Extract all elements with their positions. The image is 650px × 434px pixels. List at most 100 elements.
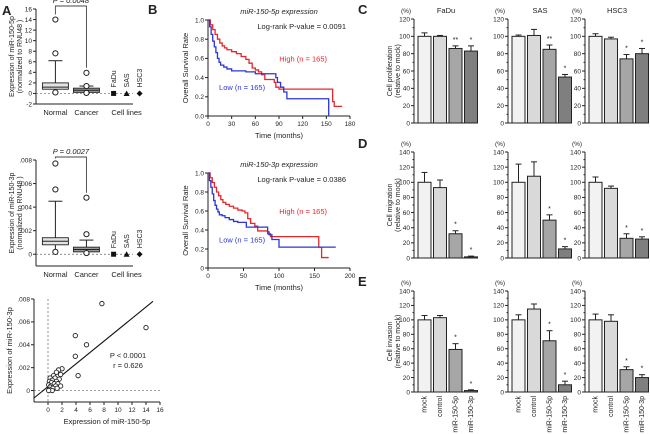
bar-mock <box>417 35 432 124</box>
survival-plot-B2: 0 0.2 0.4 0.6 0.8 1.0 0 50 100 150 200 High (n = 16… <box>181 160 356 292</box>
x-category-label: Normal <box>43 108 68 117</box>
bar-chart-D-HSC3: 0 20 40 60 80 100 120 140(%) * * <box>570 141 649 262</box>
y-tick-label: 100 <box>570 34 581 41</box>
y-axis-label: Expression of miR-150-3p <box>5 307 14 394</box>
y-tick-label: 60 <box>403 346 411 353</box>
bar-mir-150-3p <box>464 390 478 393</box>
y-tick-label: 20 <box>403 375 411 382</box>
scatter-point <box>143 324 149 331</box>
bar-mir-150-3p <box>558 248 572 259</box>
bar-mir-150-3p <box>464 50 478 124</box>
bar-mir-150-5p <box>542 48 557 124</box>
y-tick-label: 0.2 <box>195 246 204 253</box>
y-axis-label-sub: (normalized to RNU48 ) <box>17 20 24 94</box>
bar-chart-E-FaDu: 0 20 40 60 80 100 120 140(%) mock control * miR-150… <box>387 280 478 433</box>
y-tick-label: 0 <box>500 255 504 262</box>
cell-line-marker-diamond <box>136 251 143 258</box>
bar-mir-150-5p <box>448 348 463 393</box>
bar-mir-150-3p <box>635 377 649 393</box>
y-axis-label: Expression of miR-150-5p <box>9 16 16 97</box>
cell-line-title: SAS <box>532 6 547 15</box>
y-tick-label: 80 <box>497 332 505 339</box>
log-rank-annotation: Log-rank P-value = 0.0386 <box>257 175 346 184</box>
y-tick-label: .006 <box>17 319 30 326</box>
box-plot-A1: -2 0 2 4 6 8 10 12 14 16 Normal Cancer P = 0.0048 FaD… <box>9 0 144 117</box>
y-tick-label: 140 <box>570 149 581 156</box>
significance-marker: * <box>564 65 567 72</box>
y-tick-label: 60 <box>574 210 582 217</box>
y-tick-label: 0.8 <box>195 189 204 196</box>
scatter-point <box>54 385 60 391</box>
y-tick-label: 60 <box>403 68 411 75</box>
y-tick-label: 100 <box>570 317 581 324</box>
bar-control <box>604 38 618 124</box>
y-axis-label: Overall Survival Rate <box>181 33 190 103</box>
y-tick-label: 120 <box>493 16 504 23</box>
bar-mir-150-5p <box>619 237 634 259</box>
log-rank-annotation: Log-rank P-value = 0.0091 <box>257 22 346 31</box>
y-tick-label: 0 <box>406 255 410 262</box>
y-tick-label: 20 <box>497 103 505 110</box>
y-tick-label: .008 <box>17 296 30 303</box>
significance-marker: * <box>470 37 473 44</box>
outlier-point <box>52 248 59 255</box>
y-tick-label: .008 <box>19 157 32 164</box>
cell-line-title: HSC3 <box>607 6 627 15</box>
y-tick-label: .004 <box>19 204 32 211</box>
y-tick-label: 100 <box>493 34 504 41</box>
y-tick-label: 14 <box>25 17 33 24</box>
cell-line-label: HSC3 <box>137 229 144 248</box>
x-tick-label: 14 <box>142 407 150 414</box>
x-tick-label: 4 <box>74 407 78 414</box>
y-tick-label: 120 <box>493 164 504 171</box>
y-tick-label: 12 <box>25 27 33 34</box>
y-tick-label: 60 <box>497 346 505 353</box>
x-category-label: miR-150-3p <box>562 396 569 433</box>
y-tick-label: 0 <box>500 120 504 127</box>
bar-chart-E-SAS: 0 20 40 60 80 100 120 140(%) mock control * miR-150… <box>493 280 572 433</box>
y-tick-label: 60 <box>403 210 411 217</box>
bar-mock <box>417 319 432 393</box>
significance-bracket <box>54 5 87 68</box>
x-axis-label: Expression of miR-150-5p <box>64 417 151 426</box>
x-axis-label: Time (months) <box>255 283 304 292</box>
x-category-label: mock <box>593 396 600 413</box>
x-axis-label: Time (months) <box>255 131 304 140</box>
x-tick-label: 2 <box>60 407 64 414</box>
y-tick-label: 60 <box>497 210 505 217</box>
panel-label-a: A <box>2 3 12 18</box>
y-tick-label: 100 <box>570 180 581 187</box>
legend-high: High (n = 165) <box>279 54 327 63</box>
significance-marker: ** <box>547 36 553 43</box>
r-value-annotation: r = 0.626 <box>113 361 143 370</box>
y-tick-label: 0.0 <box>195 113 204 120</box>
outlier-point <box>52 89 59 96</box>
y-tick-label: 40 <box>403 360 411 367</box>
outlier-point <box>52 50 59 57</box>
unit-label: (%) <box>401 141 411 148</box>
y-tick-label: 40 <box>497 360 505 367</box>
cell-line-marker-square <box>111 90 117 96</box>
unit-label: (%) <box>495 141 505 148</box>
scatter-point <box>83 342 90 348</box>
x-tick-label: 12 <box>128 407 136 414</box>
survival-curve-low <box>208 172 336 248</box>
x-tick-label: 0 <box>206 273 210 280</box>
y-tick-label: 80 <box>403 195 411 202</box>
bar-chart-D-SAS: 0 20 40 60 80 100 120 140(%) * * <box>493 141 572 262</box>
panel-label-c: C <box>358 2 368 17</box>
scatter-point <box>99 300 105 307</box>
y-tick-label: 20 <box>574 375 582 382</box>
y-tick-label: 120 <box>399 303 410 310</box>
y-tick-label: 100 <box>493 317 504 324</box>
bar-control <box>604 187 618 259</box>
bar-chart-D-FaDu: 0 20 40 60 80 100 120 140(%) * * Cell migration (re… <box>387 141 478 262</box>
y-tick-label: 20 <box>574 240 582 247</box>
y-tick-label: 80 <box>497 195 505 202</box>
bar-mir-150-3p <box>635 53 649 124</box>
plots-layer: -2 0 2 4 6 8 10 12 14 16 Normal Cancer P = 0.0048 FaD… <box>5 0 649 433</box>
y-tick-label: 20 <box>574 103 582 110</box>
x-tick-label: 180 <box>345 121 356 128</box>
y-tick-label: 140 <box>493 288 504 295</box>
y-tick-label: .004 <box>17 342 30 349</box>
